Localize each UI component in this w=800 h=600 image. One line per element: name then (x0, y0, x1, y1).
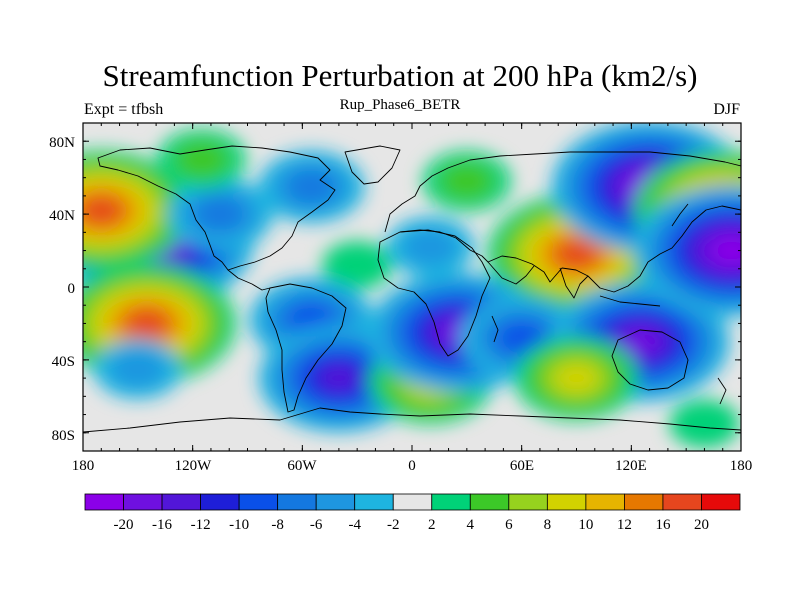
colorbar-box (354, 493, 394, 511)
contour-band (439, 162, 494, 200)
cyclone-anomaly (386, 216, 475, 277)
lon-tick-60e: 60E (510, 458, 534, 474)
contour-band (174, 140, 229, 178)
streamfunction-field (83, 123, 741, 448)
anticyclone-anomaly (422, 151, 511, 212)
contour-band (500, 323, 544, 353)
colorbar-label: 2 (428, 517, 436, 533)
contour-band (319, 365, 359, 392)
contour-band (196, 198, 244, 231)
colorbar-box (123, 493, 163, 511)
colorbar-label: -10 (229, 517, 249, 533)
figure-title: Streamfunction Perturbation at 200 hPa (… (102, 58, 698, 93)
lon-tick-120e: 120E (615, 458, 647, 474)
lon-tick-labels: 180 120W 60W 0 60E 120E 180 (72, 458, 753, 474)
colorbar-box (469, 493, 510, 511)
cyclone-anomaly (93, 339, 182, 399)
colorbar-label: 12 (617, 517, 632, 533)
contour-band (554, 363, 599, 393)
colorbar-label: -8 (271, 517, 284, 533)
cyclone-anomaly (258, 324, 419, 433)
contour-band (128, 310, 166, 337)
contour-band (83, 197, 120, 224)
colorbar-label: -4 (348, 517, 361, 533)
colorbar-box (546, 493, 587, 511)
colorbar-box (508, 493, 548, 511)
contour-band (713, 238, 741, 263)
case-label: Rup_Phase6_BETR (339, 97, 461, 113)
colorbar-box (392, 493, 433, 511)
lon-tick-180w: 180 (72, 458, 95, 474)
contour-band (110, 350, 165, 388)
cyclone-anomaly (167, 178, 274, 251)
colorbar-box (277, 493, 317, 511)
colorbar-label: -16 (152, 517, 172, 533)
colorbar-label: 20 (694, 517, 709, 533)
colorbar-label: -2 (387, 517, 400, 533)
lon-tick-60w: 60W (287, 458, 317, 474)
colorbar-boxes (84, 493, 741, 511)
contour-band (669, 399, 740, 448)
contour-band (322, 241, 393, 290)
colorbar-box (315, 493, 356, 511)
lat-tick-80s: 80S (52, 428, 75, 444)
lon-tick-120w: 120W (175, 458, 213, 474)
axis-ticks (82, 122, 742, 452)
colorbar-box (431, 493, 471, 511)
colorbar-box (84, 493, 124, 511)
colorbar-box (624, 493, 664, 511)
colorbar-label: 16 (655, 517, 671, 533)
colorbar-box (200, 493, 240, 511)
lat-tick-0: 0 (68, 281, 76, 297)
anticyclone-anomaly (669, 399, 740, 448)
experiment-label: Expt = tfbsh (84, 101, 164, 118)
colorbar-label: 8 (544, 517, 552, 533)
colorbar-box (585, 493, 625, 511)
colorbar-label: 4 (467, 517, 475, 533)
colorbar-label: -20 (114, 517, 134, 533)
colorbar-box (161, 493, 201, 511)
colorbar-box (662, 493, 702, 511)
colorbar-label: -12 (191, 517, 211, 533)
lat-tick-40n: 40N (49, 208, 75, 224)
colorbar-label: -6 (310, 517, 323, 533)
cyclone-anomaly (258, 150, 365, 223)
anticyclone-anomaly (514, 336, 639, 421)
colorbar-label: 6 (505, 517, 513, 533)
lat-tick-labels: 80N 40N 0 40S 80S (49, 135, 75, 444)
colorbar-labels: -20 -16 -12 -10 -8 -6 -4 -2 2 4 6 8 10 12 16 20 (114, 517, 709, 533)
lat-tick-40s: 40S (52, 354, 75, 370)
contour-band (557, 241, 596, 267)
cyclone-anomaly (633, 184, 741, 317)
colorbar-box (701, 493, 741, 511)
colorbar-box (238, 493, 279, 511)
contour-band (621, 329, 660, 355)
lat-tick-80n: 80N (49, 135, 75, 151)
lon-tick-180e: 180 (730, 458, 753, 474)
season-label: DJF (713, 101, 740, 118)
anticyclone-anomaly (157, 129, 246, 190)
contour-band (403, 228, 458, 266)
colorbar: -20 -16 -12 -10 -8 -6 -4 -2 2 4 6 8 10 12 16 20 (84, 493, 741, 533)
anticyclone-anomaly (322, 241, 393, 290)
contour-band (287, 170, 336, 203)
colorbar-label: 10 (578, 517, 593, 533)
coastlines (83, 145, 741, 433)
lon-tick-0: 0 (408, 458, 416, 474)
map-plot-area (82, 122, 742, 452)
